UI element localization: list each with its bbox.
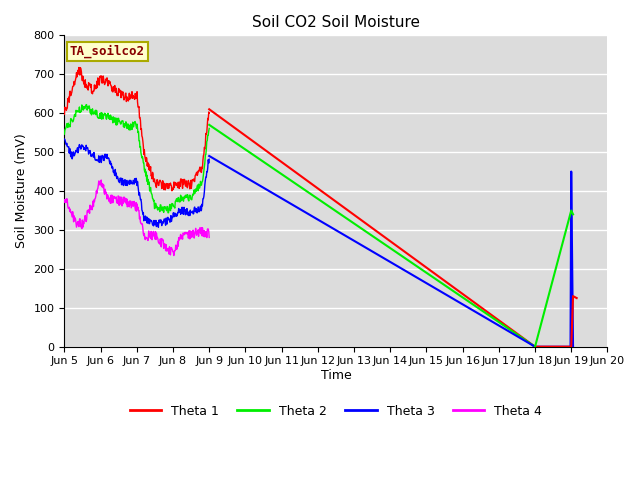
Title: Soil CO2 Soil Moisture: Soil CO2 Soil Moisture (252, 15, 420, 30)
X-axis label: Time: Time (321, 369, 351, 382)
Text: TA_soilco2: TA_soilco2 (70, 45, 145, 58)
Y-axis label: Soil Moisture (mV): Soil Moisture (mV) (15, 133, 28, 248)
Legend: Theta 1, Theta 2, Theta 3, Theta 4: Theta 1, Theta 2, Theta 3, Theta 4 (125, 400, 547, 423)
